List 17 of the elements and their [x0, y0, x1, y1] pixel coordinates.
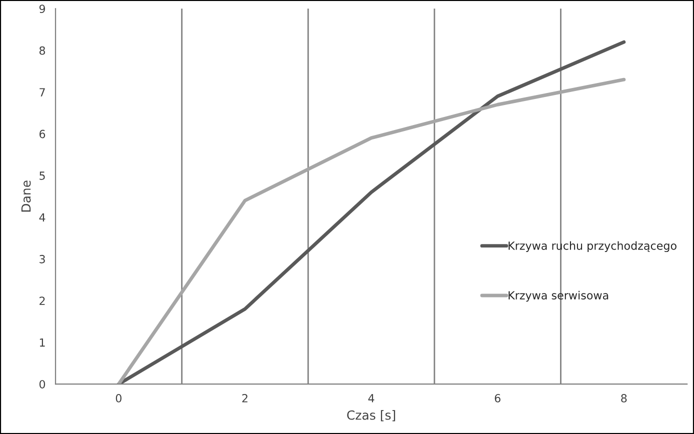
y-tick-label: 3: [40, 254, 45, 264]
y-tick-label: 9: [39, 4, 46, 14]
y-axis-title: Dane: [21, 180, 31, 212]
x-tick-label: 0: [116, 394, 122, 402]
x-tick-label: 6: [494, 394, 500, 402]
y-tick-label: 6: [40, 130, 46, 138]
y-tick-label: 7: [40, 88, 45, 96]
x-axis-title: Czas [s]: [347, 410, 396, 422]
y-tick-label: 1: [40, 338, 45, 347]
y-tick-label: 8: [39, 46, 46, 55]
x-tick-label: 4: [368, 394, 374, 402]
y-tick-label: 5: [40, 172, 45, 180]
y-tick-label: 4: [39, 213, 46, 222]
x-tick-label: 8: [621, 394, 627, 402]
x-tick-label: 2: [242, 394, 248, 402]
y-tick-label: 0: [39, 380, 46, 388]
y-tick-label: 2: [40, 296, 45, 305]
